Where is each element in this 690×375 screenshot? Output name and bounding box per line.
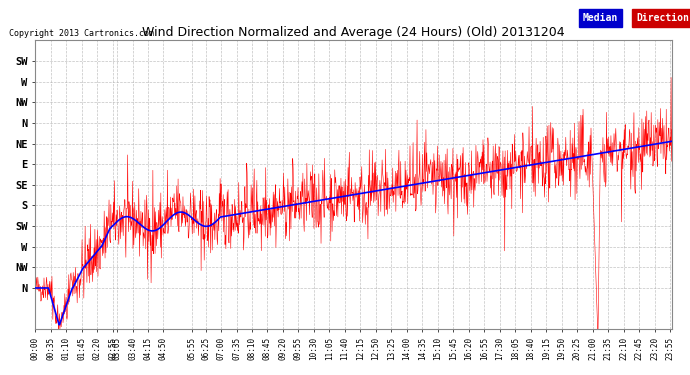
Text: Direction: Direction (636, 13, 689, 23)
Text: Copyright 2013 Cartronics.com: Copyright 2013 Cartronics.com (9, 28, 154, 38)
Title: Wind Direction Normalized and Average (24 Hours) (Old) 20131204: Wind Direction Normalized and Average (2… (142, 26, 565, 39)
Text: Median: Median (583, 13, 618, 23)
